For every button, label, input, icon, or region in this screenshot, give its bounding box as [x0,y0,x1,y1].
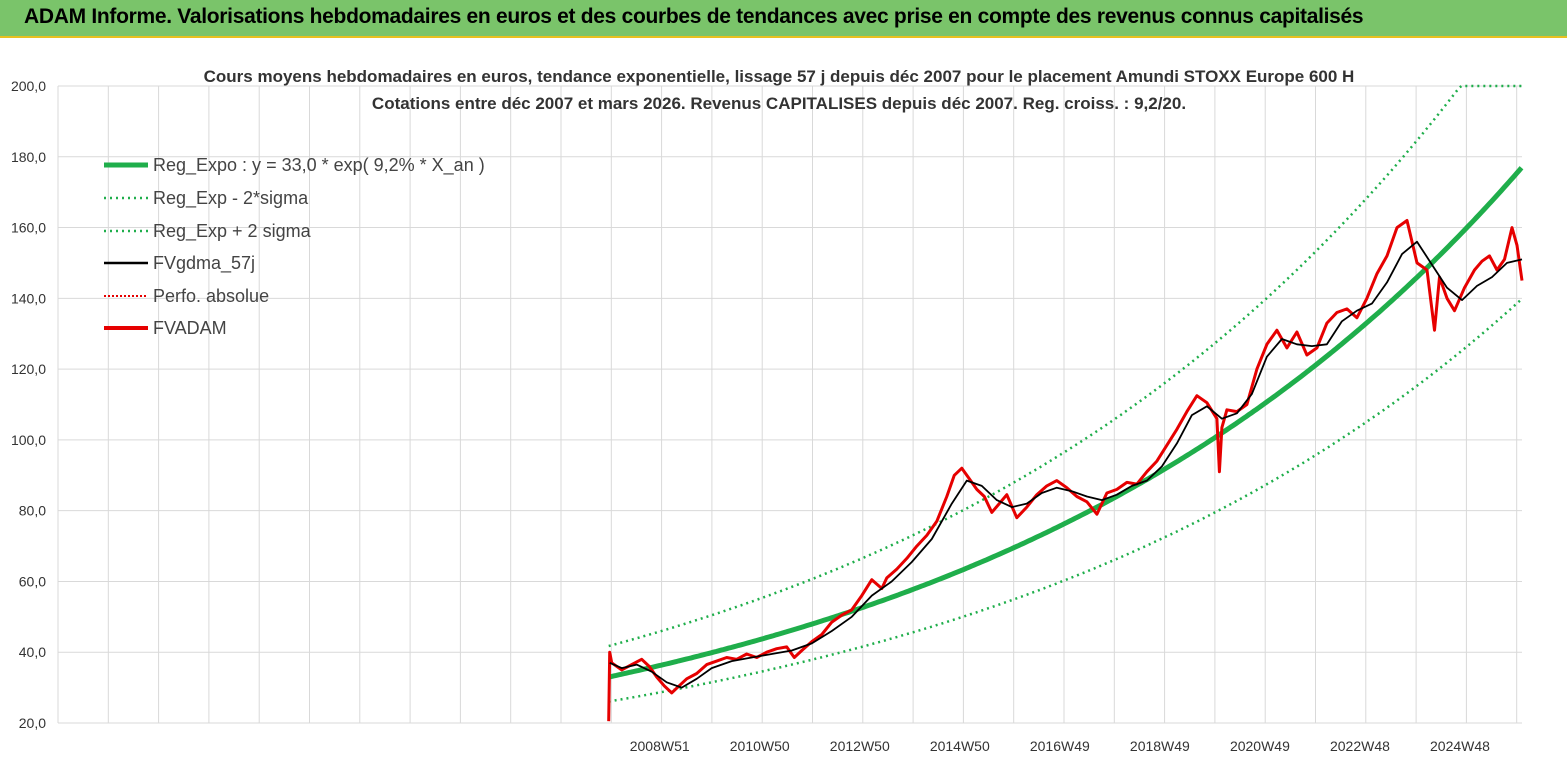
legend-item-reg-upper: Reg_Exp + 2 sigma [104,221,312,242]
x-axis-ticks: 2008W51 2010W50 2012W50 2014W50 2016W49 2018W… [630,738,1490,754]
legend-item-reg-lower: Reg_Exp - 2*sigma [104,188,309,209]
gridlines [57,85,1522,724]
y-tick-label: 40,0 [19,644,46,660]
plot-area [607,84,1524,722]
x-tick-label: 2020W49 [1230,738,1290,754]
legend-label-reg-upper: Reg_Exp + 2 sigma [153,221,312,242]
chart: 20,0 40,0 60,0 80,0 100,0 120,0 140,0 160,0 180,… [0,38,1567,783]
series-fvadam [607,219,1524,722]
chart-title-line-2: Cotations entre déc 2007 et mars 2026. R… [372,94,1186,113]
series-reg-expo [608,166,1524,680]
y-tick-label: 120,0 [11,361,46,377]
legend-label-perfo: Perfo. absolue [153,286,269,306]
series-reg-lower [608,298,1523,703]
legend-label-reg-expo: Reg_Expo : y = 33,0 * exp( 9,2% * X_an ) [153,155,485,176]
y-tick-label: 140,0 [11,290,46,306]
y-tick-label: 80,0 [19,503,46,519]
y-tick-label: 160,0 [11,220,46,236]
header-banner: ADAM Informe. Valorisations hebdomadaire… [0,0,1567,38]
x-tick-label: 2010W50 [730,738,790,754]
series-fvgdma-57j [609,240,1523,689]
x-tick-label: 2024W48 [1430,738,1490,754]
chart-title-line-1: Cours moyens hebdomadaires en euros, ten… [204,67,1355,86]
y-axis-ticks: 20,0 40,0 60,0 80,0 100,0 120,0 140,0 160,0 180,… [11,78,46,731]
legend-label-fvgdma: FVgdma_57j [153,253,255,274]
legend: Reg_Expo : y = 33,0 * exp( 9,2% * X_an )… [104,155,485,338]
legend-item-fvgdma: FVgdma_57j [104,253,255,274]
y-tick-label: 20,0 [19,715,46,731]
chart-title: Cours moyens hebdomadaires en euros, ten… [204,67,1355,113]
y-tick-label: 100,0 [11,432,46,448]
legend-item-reg-expo: Reg_Expo : y = 33,0 * exp( 9,2% * X_an ) [104,155,485,176]
y-tick-label: 200,0 [11,78,46,94]
y-tick-label: 180,0 [11,149,46,165]
x-tick-label: 2012W50 [830,738,890,754]
legend-item-fvadam: FVADAM [104,318,227,338]
x-tick-label: 2022W48 [1330,738,1390,754]
x-tick-label: 2008W51 [630,738,690,754]
legend-label-fvadam: FVADAM [153,318,227,338]
y-tick-label: 60,0 [19,573,46,589]
banner-title: ADAM Informe. Valorisations hebdomadaire… [24,5,1364,28]
legend-label-reg-lower: Reg_Exp - 2*sigma [153,188,309,209]
legend-item-perfo: Perfo. absolue [104,286,269,306]
x-tick-label: 2014W50 [930,738,990,754]
x-tick-label: 2016W49 [1030,738,1090,754]
x-tick-label: 2018W49 [1130,738,1190,754]
